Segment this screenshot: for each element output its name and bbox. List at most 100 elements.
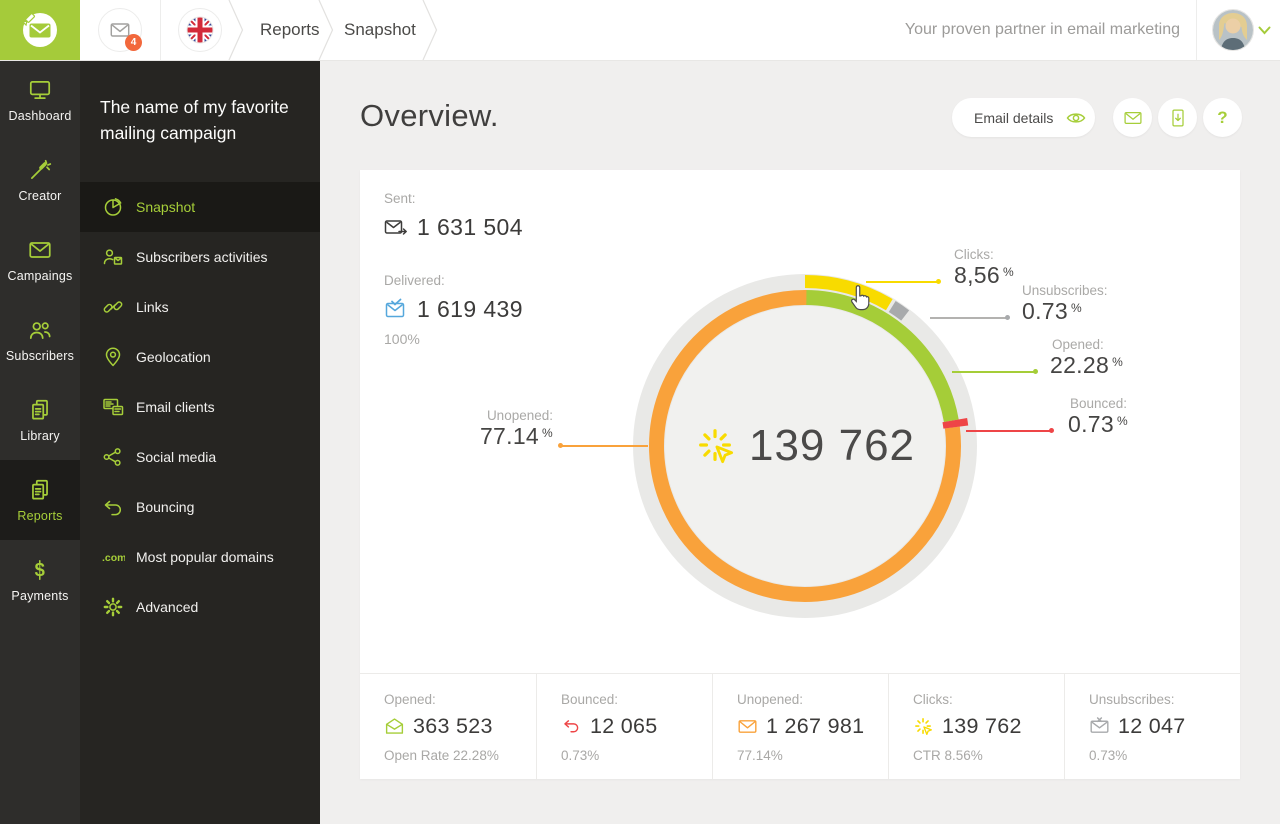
breadcrumb-chevron-icon: [318, 0, 334, 60]
bounced-icon: [564, 720, 579, 733]
menu-item-social-media[interactable]: Social media: [80, 432, 320, 482]
footer-stat-unopened: Unopened: 1 267 981 77.14%: [712, 674, 888, 779]
menu-item-advanced[interactable]: Advanced: [80, 582, 320, 632]
sidebar-item-payments[interactable]: $ Payments: [0, 540, 80, 620]
footer-stat-unsubscribes: Unsubscribes: 12 047 0.73%: [1064, 674, 1240, 779]
geolocation-pin-icon: [98, 345, 128, 369]
language-button[interactable]: [178, 8, 222, 52]
donut-segment-clicks[interactable]: [804, 275, 893, 311]
topbar-divider: [160, 0, 161, 60]
email-preview-button[interactable]: [1113, 98, 1152, 137]
mouse-cursor: [850, 285, 870, 311]
snapshot-pie-icon: [98, 195, 128, 219]
links-chain-icon: [98, 295, 128, 319]
notifications-mail-icon: [110, 23, 130, 37]
bounced-leader-dot: [1049, 428, 1054, 433]
clicks-icon: [915, 718, 932, 735]
delivered-rate: 100%: [384, 331, 420, 347]
sidebar-item-label: Library: [20, 429, 60, 443]
notifications-badge: 4: [125, 34, 142, 51]
sidebar-item-label: Campaings: [7, 269, 73, 283]
menu-item-subscribers-activities[interactable]: Subscribers activities: [80, 232, 320, 282]
sidebar-item-library[interactable]: Library: [0, 380, 80, 460]
footer-stats: Opened: 363 523 Open Rate 22.28% Bounced…: [360, 673, 1240, 779]
menu-item-snapshot[interactable]: Snapshot: [80, 182, 320, 232]
clicks-leader-line: [866, 281, 938, 283]
reports-icon: [32, 479, 48, 500]
campaign-title: The name of my favorite mailing campaign: [100, 97, 289, 143]
bouncing-return-icon: [98, 495, 128, 519]
advanced-gear-icon: [98, 595, 128, 619]
help-button[interactable]: ?: [1203, 98, 1242, 137]
unsubscribes-leader-dot: [1005, 315, 1010, 320]
callout-unopened: Unopened: 77.14%: [479, 408, 553, 449]
unopened-icon: [738, 720, 757, 733]
top-bar: 4 Reports Snapshot Your proven partner i…: [0, 0, 1280, 61]
menu-item-links[interactable]: Links: [80, 282, 320, 332]
email-details-button[interactable]: Email details: [952, 98, 1095, 137]
sidebar-item-label: Payments: [11, 589, 69, 603]
donut-segment-opened[interactable]: [804, 290, 959, 423]
sent-stat: 1 631 504: [384, 214, 523, 241]
question-mark-icon: ?: [1217, 107, 1228, 127]
opened-leader-dot: [1033, 369, 1038, 374]
snapshot-card: Sent: 1 631 504 Delivered: 1 619 439 100…: [360, 170, 1240, 779]
app-logo-icon: [21, 13, 57, 47]
donut-segment-unsubscribes[interactable]: [888, 301, 910, 321]
callout-unsubscribes: Unsubscribes: 0.73%: [1022, 283, 1108, 324]
footer-stat-clicks: Clicks: 139 762 CTR 8.56%: [888, 674, 1064, 779]
payments-dollar-icon: $: [35, 559, 45, 580]
breadcrumb-reports[interactable]: Reports: [260, 20, 320, 39]
language-flag-uk-icon: [186, 16, 214, 44]
callout-clicks: Clicks: 8,56%: [954, 247, 1014, 288]
eye-icon: [1066, 112, 1086, 123]
donut-segment-bounced[interactable]: [942, 418, 969, 429]
creator-wand-icon: [31, 159, 52, 179]
download-icon: [1171, 108, 1184, 127]
campaigns-envelope-icon: [29, 242, 51, 258]
delivered-icon: [385, 298, 405, 317]
download-report-button[interactable]: [1158, 98, 1197, 137]
sidebar-item-subscribers[interactable]: Subscribers: [0, 300, 80, 380]
avatar[interactable]: [1212, 9, 1254, 51]
clicks-leader-dot: [936, 279, 941, 284]
chevron-down-icon[interactable]: [1258, 26, 1271, 35]
donut-chart[interactable]: [622, 263, 988, 629]
breadcrumb-snapshot[interactable]: Snapshot: [344, 20, 416, 39]
sidebar: Dashboard Creator Campaings Subscribers …: [0, 60, 80, 824]
center-value: 139 762: [748, 421, 916, 470]
sidebar-item-campaigns[interactable]: Campaings: [0, 220, 80, 300]
callout-opened: Opened: 22.28%: [1050, 337, 1124, 378]
unsubscribes-icon: [1090, 717, 1109, 733]
campaign-menu: The name of my favorite mailing campaign…: [80, 60, 320, 824]
mail-icon: [1123, 111, 1142, 124]
menu-item-geolocation[interactable]: Geolocation: [80, 332, 320, 382]
sidebar-item-dashboard[interactable]: Dashboard: [0, 60, 80, 140]
notifications-button[interactable]: 4: [98, 8, 142, 52]
subscribers-icon: [29, 322, 51, 339]
unopened-leader-line: [562, 445, 648, 447]
topbar-divider: [1196, 0, 1197, 60]
menu-item-bouncing[interactable]: Bouncing: [80, 482, 320, 532]
opened-leader-line: [952, 371, 1036, 373]
dashboard-icon: [29, 81, 51, 99]
sidebar-item-creator[interactable]: Creator: [0, 140, 80, 220]
footer-stat-opened: Opened: 363 523 Open Rate 22.28%: [384, 692, 499, 763]
menu-item-email-clients[interactable]: Email clients: [80, 382, 320, 432]
delivered-stat: 1 619 439: [384, 296, 523, 323]
sidebar-item-reports[interactable]: Reports: [0, 460, 80, 540]
email-clients-icon: [98, 395, 128, 419]
donut-inner-disc: [665, 306, 945, 586]
sidebar-item-label: Creator: [18, 189, 62, 203]
social-media-share-icon: [98, 445, 128, 469]
svg-text:$: $: [35, 559, 45, 580]
delivered-label: Delivered:: [384, 273, 445, 288]
donut-segment-unopened[interactable]: [649, 290, 961, 602]
footer-stat-bounced: Bounced: 12 065 0.73%: [536, 674, 712, 779]
clicks-icon: [699, 429, 734, 464]
breadcrumb-chevron-icon: [228, 0, 244, 60]
unopened-leader-dot: [558, 443, 563, 448]
app-logo[interactable]: [0, 0, 80, 60]
bounced-leader-line: [966, 430, 1052, 432]
menu-item-most-popular-domains[interactable]: .com Most popular domains: [80, 532, 320, 582]
